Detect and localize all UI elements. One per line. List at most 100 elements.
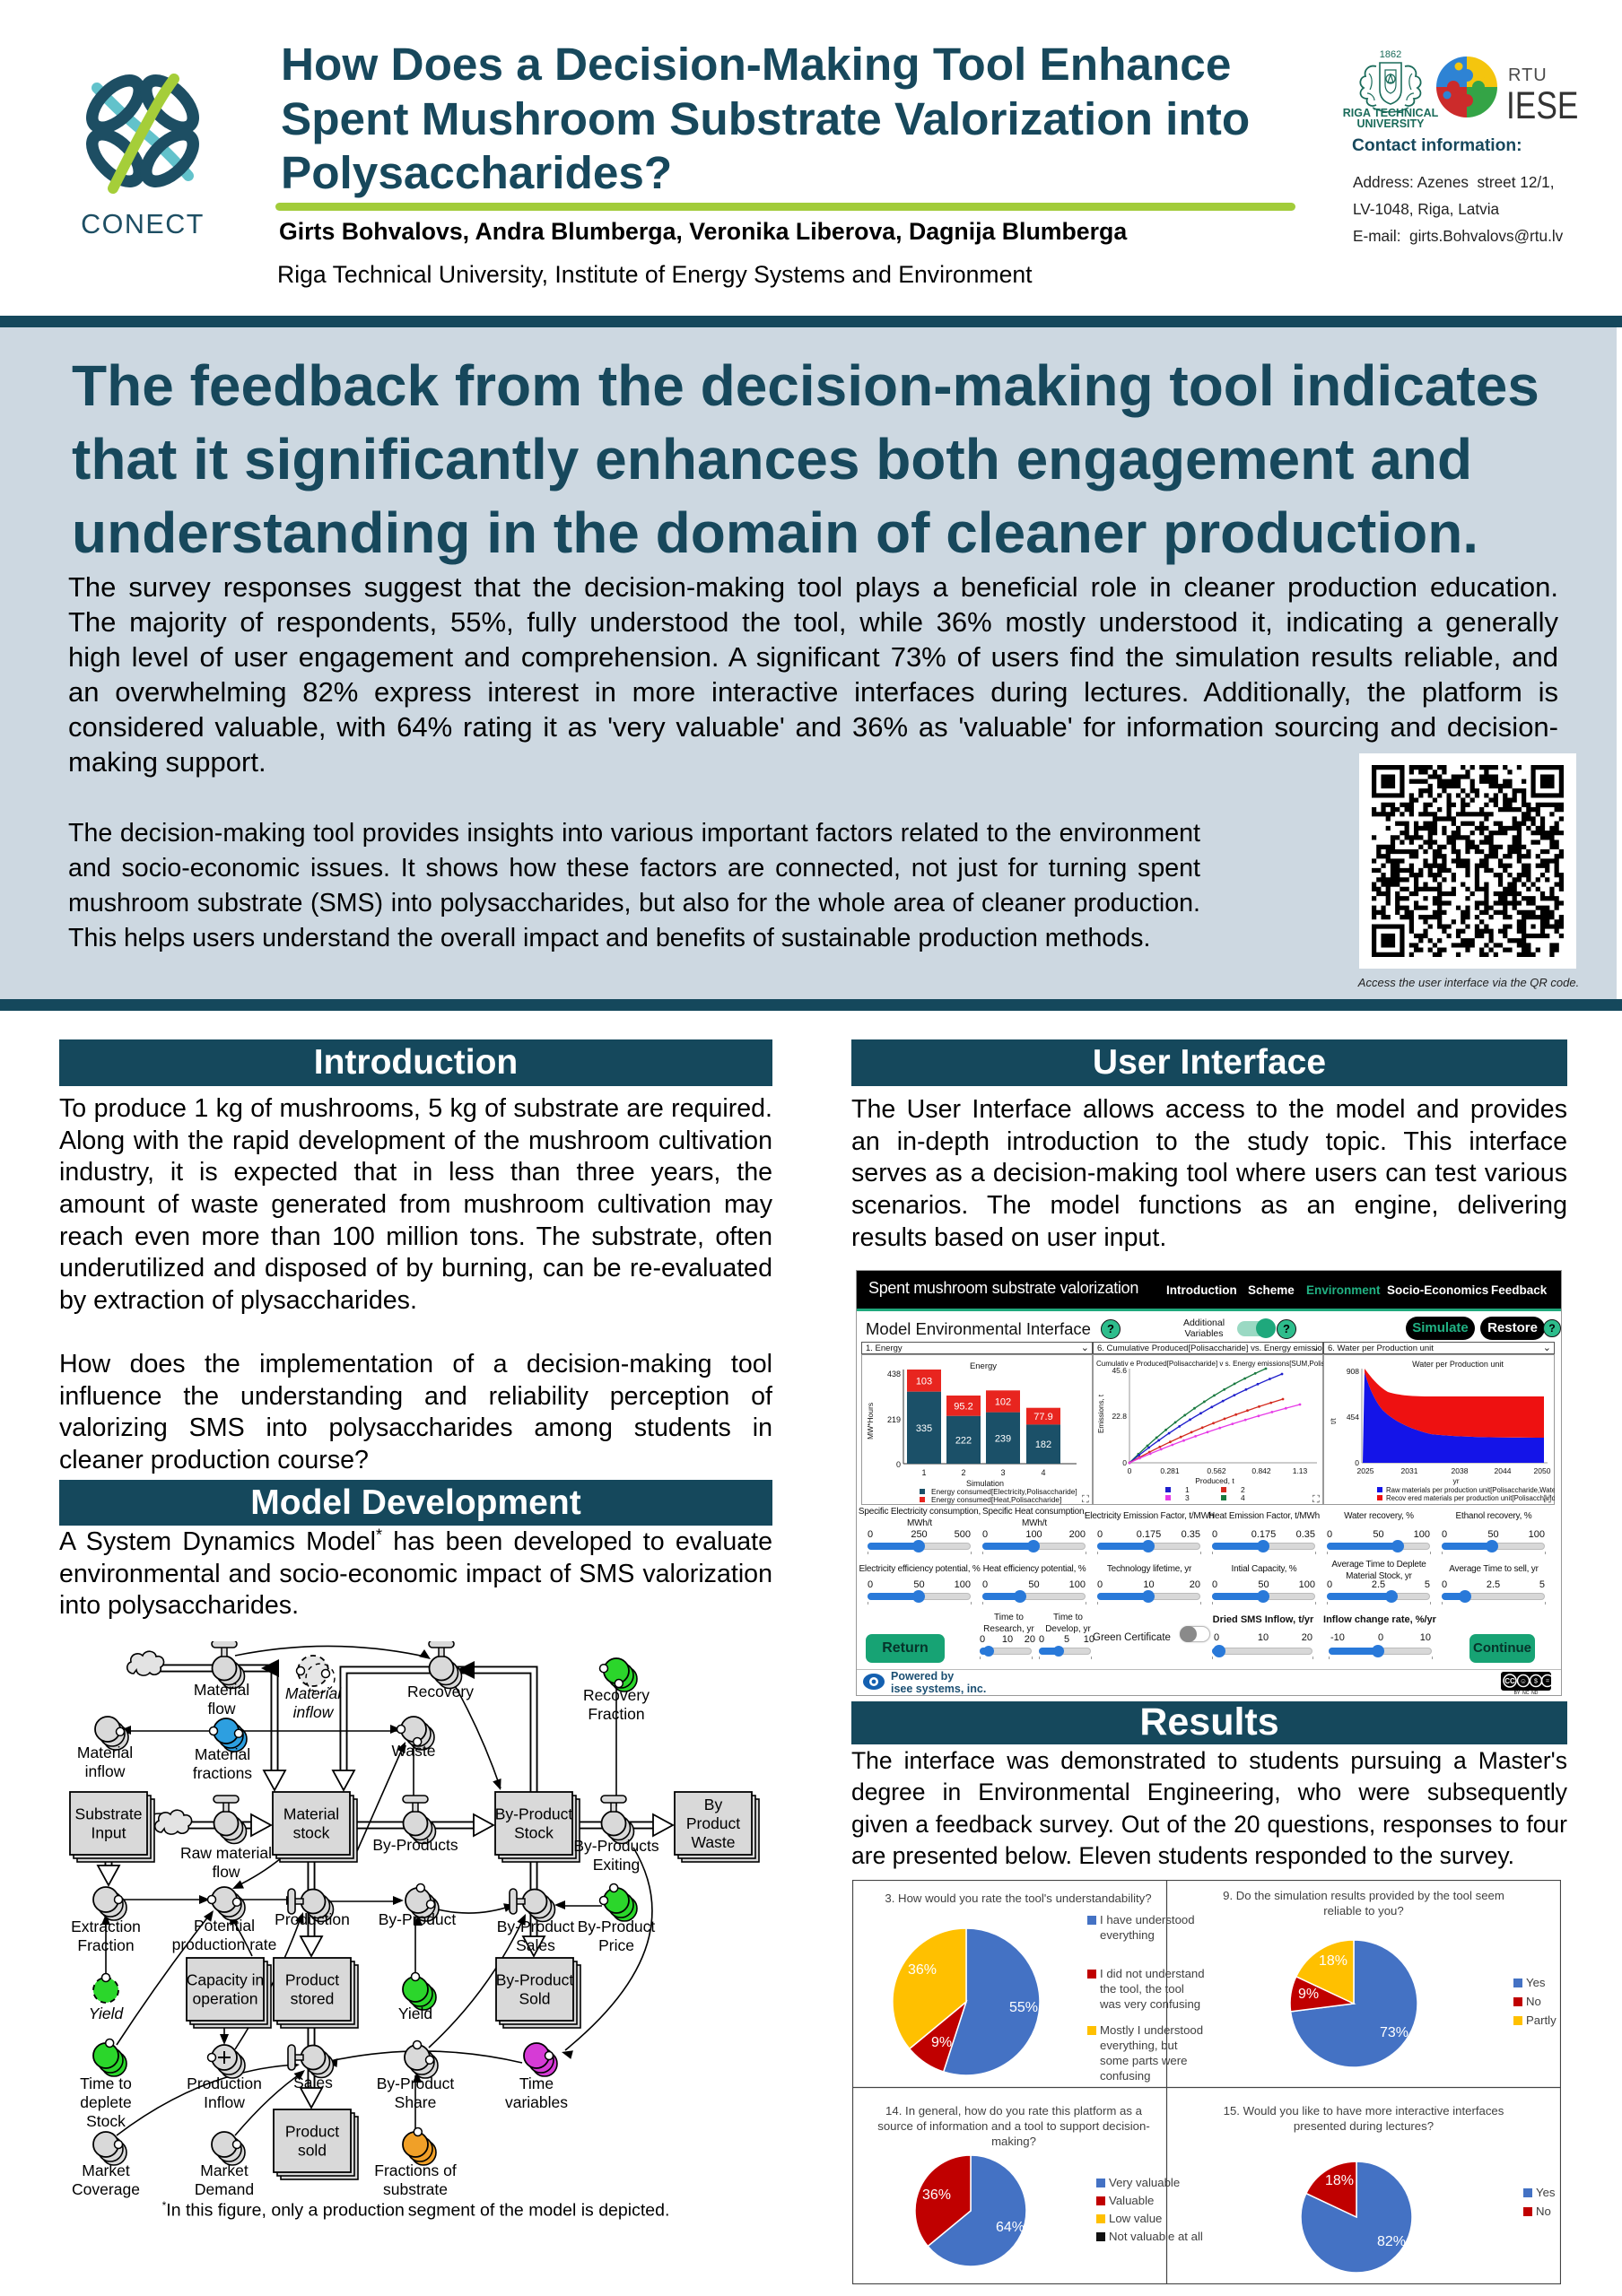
svg-text:45.6: 45.6 [1112, 1366, 1127, 1375]
svg-text:Stock: Stock [514, 1824, 554, 1842]
svg-text:some parts were: some parts were [1100, 2054, 1187, 2067]
svg-text:Sales: Sales [293, 2074, 333, 2092]
svg-text:4: 4 [1041, 1468, 1045, 1477]
svg-text:Yes: Yes [1526, 1976, 1546, 1989]
svg-text:Material: Material [283, 1805, 339, 1823]
svg-text:15. Would you like to have mor: 15. Would you like to have more interact… [1224, 2104, 1504, 2118]
svg-text:⛶: ⛶ [1082, 1494, 1089, 1505]
svg-text:1862: 1862 [1380, 49, 1401, 60]
svg-text:By-Product: By-Product [379, 1910, 457, 1928]
svg-text:335: 335 [916, 1423, 932, 1434]
svg-text:Material: Material [195, 1745, 250, 1763]
svg-text:Emissions, t: Emissions, t [1097, 1394, 1105, 1433]
svg-text:219: 219 [887, 1415, 901, 1424]
svg-text:CONECT: CONECT [81, 209, 205, 239]
svg-text:18%: 18% [1325, 2173, 1354, 2188]
svg-text:Mostly I understood: Mostly I understood [1100, 2023, 1203, 2037]
svg-text:flow: flow [207, 1700, 235, 1718]
svg-text:Share: Share [395, 2093, 437, 2111]
svg-text:Product: Product [285, 1971, 339, 1989]
svg-text:confusing: confusing [1100, 2069, 1150, 2083]
svg-text:Water per Production unit: Water per Production unit [1412, 1360, 1504, 1369]
svg-text:Very valuable: Very valuable [1109, 2176, 1180, 2189]
svg-text:Low value: Low value [1109, 2212, 1162, 2225]
svg-text:Material: Material [285, 1684, 342, 1702]
svg-text:36%: 36% [908, 1962, 937, 1978]
svg-text:3: 3 [1185, 1493, 1190, 1502]
svg-text:Extraction: Extraction [71, 1918, 141, 1935]
svg-text:yr: yr [1452, 1476, 1459, 1485]
svg-text:the tool, the tool: the tool, the tool [1100, 1982, 1184, 1996]
svg-text:9%: 9% [1298, 1987, 1319, 2002]
svg-text:inflow: inflow [293, 1703, 335, 1721]
svg-text:1: 1 [921, 1468, 926, 1477]
svg-text:$: $ [1534, 1679, 1538, 1685]
svg-text:3. How would you rate the tool: 3. How would you rate the tool's underst… [885, 1892, 1151, 1905]
svg-text:source of information and a t: source of information and a tool to supp… [877, 2119, 1150, 2133]
svg-text:Inflow: Inflow [204, 2093, 245, 2111]
svg-text:103: 103 [916, 1376, 932, 1387]
svg-text:By-Product: By-Product [495, 1805, 573, 1823]
svg-text:438: 438 [887, 1370, 901, 1378]
svg-text:0.281: 0.281 [1160, 1466, 1180, 1475]
svg-text:substrate: substrate [383, 2180, 448, 2198]
svg-text:95.2: 95.2 [954, 1401, 972, 1412]
svg-text:2031: 2031 [1401, 1466, 1418, 1475]
svg-text:=: = [1546, 1679, 1549, 1685]
svg-text:RIGA TECHNICAL: RIGA TECHNICAL [1343, 107, 1439, 119]
svg-text:Production: Production [187, 2074, 262, 2092]
svg-text:Cumulativ e Produced[Polisacch: Cumulativ e Produced[Polisaccharide] v s… [1096, 1360, 1323, 1368]
svg-text:flow: flow [212, 1863, 240, 1881]
svg-text:2050: 2050 [1534, 1466, 1551, 1475]
svg-text:Raw material: Raw material [180, 1844, 272, 1862]
svg-text:Material: Material [194, 1681, 249, 1699]
svg-text:I did not understand: I did not understand [1100, 1967, 1205, 1980]
svg-text:2025: 2025 [1357, 1466, 1374, 1475]
svg-text:2: 2 [961, 1468, 965, 1477]
svg-text:Recov ered materials per produ: Recov ered materials per production unit… [1386, 1494, 1555, 1502]
svg-text:presented during lectures?: presented during lectures? [1294, 2119, 1434, 2133]
svg-text:Production: Production [275, 1910, 350, 1928]
svg-text:MW*Hours: MW*Hours [866, 1403, 875, 1439]
svg-text:14. In general, how do you ra: 14. In general, how do you rate this pla… [885, 2104, 1143, 2118]
svg-text:Recovery: Recovery [407, 1683, 474, 1700]
svg-text:9. Do the simulation results: 9. Do the simulation results provided by… [1223, 1889, 1504, 1902]
svg-text:102: 102 [995, 1397, 1011, 1408]
svg-text:55%: 55% [1009, 2000, 1038, 2015]
svg-text:No: No [1536, 2205, 1551, 2218]
svg-text:Waste: Waste [692, 1833, 736, 1851]
svg-text:Fraction: Fraction [588, 1705, 644, 1723]
svg-text:64%: 64% [996, 2220, 1025, 2235]
svg-text:Time: Time [519, 2074, 554, 2092]
svg-text:Sold: Sold [519, 1990, 550, 2008]
svg-text:By-Product: By-Product [497, 1918, 575, 1935]
svg-text:222: 222 [955, 1435, 972, 1446]
svg-text:82%: 82% [1377, 2234, 1406, 2249]
svg-text:deplete: deplete [80, 2093, 131, 2111]
svg-text:Fractions of: Fractions of [374, 2161, 457, 2179]
svg-text:Recovery: Recovery [583, 1686, 650, 1704]
svg-text:Price: Price [598, 1936, 634, 1954]
svg-text:making?: making? [991, 2135, 1036, 2148]
svg-text:⛶: ⛶ [1544, 1494, 1551, 1505]
svg-text:182: 182 [1035, 1439, 1051, 1450]
svg-text:22.8: 22.8 [1112, 1412, 1127, 1421]
svg-text:Raw materials per production u: Raw materials per production unit[Polisa… [1386, 1486, 1555, 1494]
svg-text:I have understood: I have understood [1100, 1913, 1195, 1926]
svg-text:By-Product: By-Product [578, 1918, 656, 1935]
svg-text:No: No [1526, 1995, 1541, 2008]
svg-text:Fraction: Fraction [77, 1936, 134, 1954]
svg-text:Produced, t: Produced, t [1195, 1476, 1234, 1485]
svg-text:☺: ☺ [1520, 1677, 1527, 1685]
svg-text:0: 0 [1128, 1466, 1132, 1475]
svg-text:Market: Market [200, 2161, 249, 2179]
svg-text:Yes: Yes [1536, 2186, 1556, 2199]
svg-text:CC: CC [1504, 1677, 1515, 1685]
svg-text:Capacity in: Capacity in [187, 1971, 265, 1989]
svg-text:Demand: Demand [195, 2180, 254, 2198]
svg-text:Market: Market [82, 2161, 130, 2179]
svg-text:variables: variables [505, 2093, 568, 2111]
svg-text:Partly: Partly [1526, 2013, 1557, 2027]
svg-text:By-Product: By-Product [496, 1971, 574, 1989]
svg-text:Exiting: Exiting [593, 1856, 641, 1874]
